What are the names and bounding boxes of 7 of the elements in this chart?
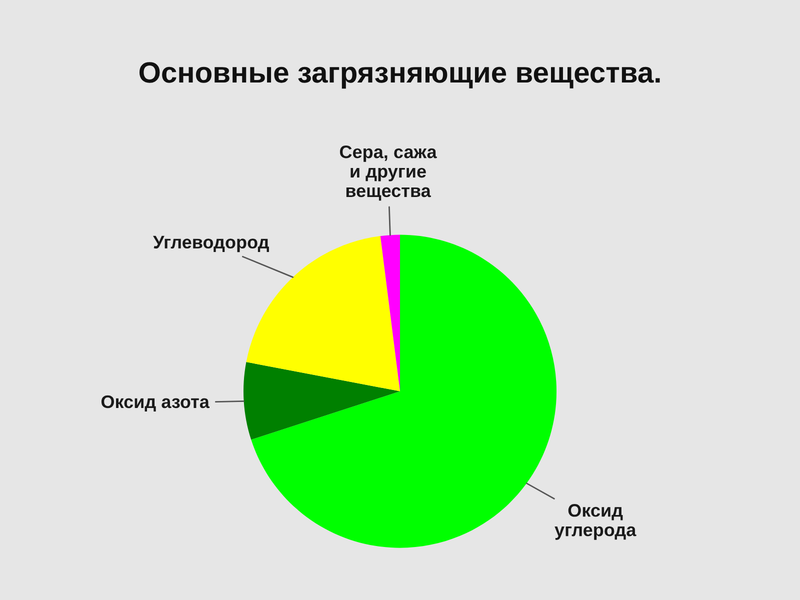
pie-slice xyxy=(380,234,400,392)
slice-label: Оксид углерода xyxy=(554,504,636,540)
slice-label: Углеводород xyxy=(153,236,269,252)
slice-label: Оксид азота xyxy=(101,395,210,412)
pie-slice xyxy=(243,362,400,440)
chart-title: Основные загрязняющие вещества. xyxy=(139,62,660,89)
slice-label: Сера, сажа и другие вещества xyxy=(340,145,437,201)
